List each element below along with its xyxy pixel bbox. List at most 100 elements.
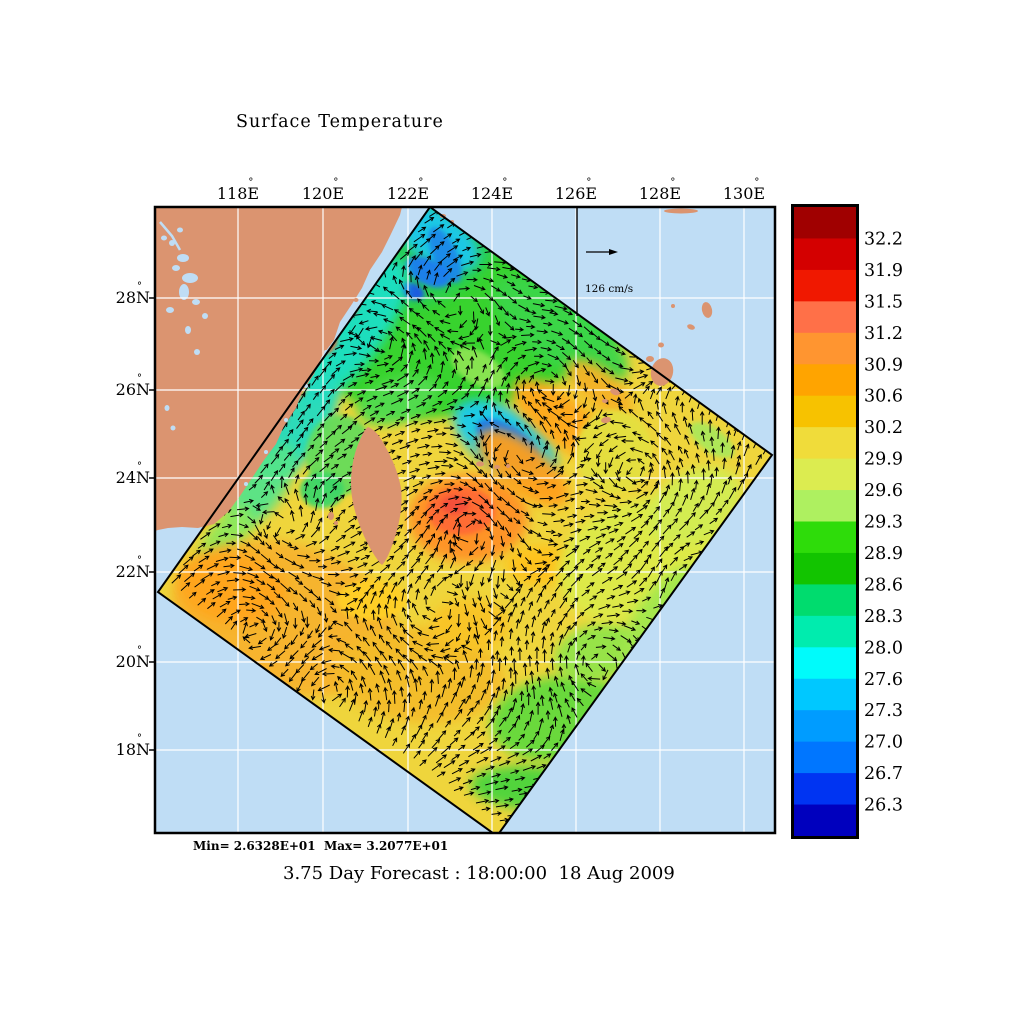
degree-symbol: ° — [248, 177, 254, 188]
colorbar-segment — [794, 395, 856, 428]
river — [159, 221, 182, 251]
temperature-field — [158, 207, 772, 833]
lon-value: 122 — [386, 184, 418, 203]
colorbar-label: 28.0 — [864, 638, 903, 658]
colorbar-segment — [794, 710, 856, 743]
colorbar-segment — [794, 615, 856, 648]
lake — [194, 349, 200, 355]
lat-unit: N ° — [136, 373, 150, 399]
sst-patch — [300, 472, 344, 508]
model-domain-boundary — [156, 207, 774, 833]
figure-title: Surface Temperature — [236, 112, 444, 132]
island — [658, 342, 664, 348]
degree-symbol: ° — [586, 177, 592, 188]
island — [601, 416, 611, 424]
degree-symbol: ° — [137, 733, 142, 744]
sst-patch — [477, 429, 569, 507]
lake — [182, 273, 198, 283]
lon-value: 126 — [554, 184, 586, 203]
colorbar-label: 26.3 — [864, 796, 903, 816]
degree-symbol: ° — [137, 461, 142, 472]
colorbar-label: 31.5 — [864, 292, 903, 312]
lat-unit: N ° — [136, 733, 150, 759]
colorbar-segment — [794, 207, 856, 239]
degree-symbol: ° — [418, 177, 424, 188]
colorbar-segment — [794, 773, 856, 806]
island — [602, 399, 608, 403]
lon-value: 118 — [216, 184, 248, 203]
colorbar-label: 27.0 — [864, 733, 903, 753]
sst-patch — [430, 599, 510, 651]
lat-tick-label: 20N ° — [96, 645, 150, 671]
colorbar-segment — [794, 804, 856, 837]
degree-symbol: ° — [754, 177, 760, 188]
colorbar-label: 31.9 — [864, 261, 903, 281]
lon-tick-label: 122E ° — [376, 177, 440, 203]
lon-unit: E ° — [753, 177, 766, 203]
sst-patch — [492, 275, 628, 385]
lat-value: 28 — [115, 288, 136, 307]
colorbar-label: 28.6 — [864, 575, 903, 595]
colorbar-segment — [794, 552, 856, 585]
lake — [185, 326, 191, 334]
colorbar-label: 32.2 — [864, 229, 903, 249]
lat-unit: N ° — [136, 281, 150, 307]
island — [506, 464, 510, 468]
lon-value: 128 — [638, 184, 670, 203]
lon-unit: E ° — [501, 177, 514, 203]
lake — [177, 227, 183, 233]
lat-value: 24 — [115, 468, 136, 487]
lon-unit: E ° — [669, 177, 682, 203]
island — [701, 302, 713, 318]
colorbar-label: 29.3 — [864, 513, 903, 533]
colorbar-label: 30.6 — [864, 387, 903, 407]
lon-tick-label: 128E ° — [628, 177, 692, 203]
lake — [284, 418, 288, 422]
colorbar-segment — [794, 647, 856, 680]
colorbar-label: 30.2 — [864, 418, 903, 438]
lake — [364, 284, 368, 288]
colorbar-segment — [794, 332, 856, 365]
island — [646, 356, 654, 362]
lat-tick-label: 18N ° — [96, 733, 150, 759]
vector-scale-label: 126 cm/s — [585, 283, 633, 295]
colorbar-label: 29.9 — [864, 450, 903, 470]
colorbar-segment — [794, 238, 856, 271]
island — [353, 298, 359, 302]
taiwan-island — [351, 427, 402, 565]
lon-value: 120 — [301, 184, 333, 203]
island — [494, 465, 500, 469]
lat-value: 18 — [115, 740, 136, 759]
lon-unit: E ° — [247, 177, 260, 203]
lat-value: 20 — [115, 652, 136, 671]
degree-symbol: ° — [502, 177, 508, 188]
sst-patch — [441, 496, 469, 514]
colorbar-label: 28.9 — [864, 544, 903, 564]
lat-tick-label: 24N ° — [96, 461, 150, 487]
degree-symbol: ° — [333, 177, 339, 188]
colorbar-segment — [794, 427, 856, 460]
lat-tick-label: 28N ° — [96, 281, 150, 307]
lon-tick-label: 130E ° — [712, 177, 776, 203]
lat-tick-label: 26N ° — [96, 373, 150, 399]
minmax-stats: Min= 2.6328E+01 Max= 3.2077E+01 — [193, 839, 449, 853]
lat-value: 26 — [115, 380, 136, 399]
lake — [344, 316, 348, 320]
island — [328, 512, 334, 520]
current-vectors — [171, 210, 769, 823]
lon-value: 124 — [470, 184, 502, 203]
degree-symbol: ° — [137, 373, 142, 384]
lon-unit: E ° — [585, 177, 598, 203]
lon-tick-label: 124E ° — [460, 177, 524, 203]
lon-unit: E ° — [332, 177, 345, 203]
degree-symbol: ° — [137, 645, 142, 656]
colorbar: 32.2 31.9 31.5 31.2 30.9 30.6 30.2 29.9 29.6 29.3… — [791, 204, 903, 839]
colorbar-label: 27.3 — [864, 701, 903, 721]
vector-arrows — [171, 210, 769, 823]
lake — [179, 284, 189, 300]
lake — [202, 313, 208, 319]
lat-unit: N ° — [136, 645, 150, 671]
colorbar-label: 27.6 — [864, 670, 903, 690]
